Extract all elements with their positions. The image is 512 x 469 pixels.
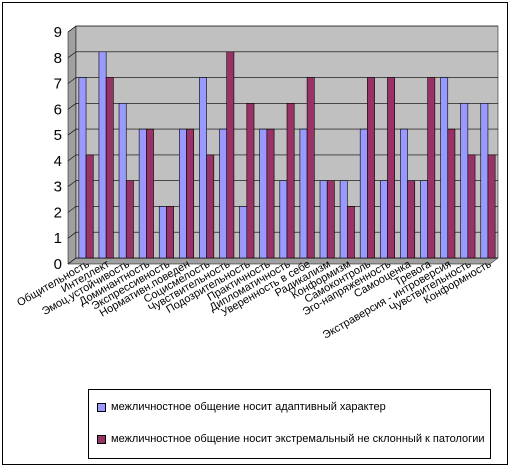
gridline-6: [67, 103, 498, 110]
bar-extreme: [467, 154, 476, 259]
gridline-0: [67, 257, 498, 265]
bar-adaptive: [199, 77, 207, 259]
gridline-9: [67, 25, 498, 33]
bar-adaptive: [239, 206, 248, 259]
bar-adaptive: [299, 128, 308, 259]
bar-adaptive: [319, 180, 328, 259]
bar-extreme: [447, 128, 456, 259]
gridline-4: [67, 154, 498, 162]
bar-extreme: [346, 206, 355, 259]
y-tick-label: 8: [54, 50, 62, 67]
bar-extreme: [306, 77, 315, 259]
bar-adaptive: [279, 180, 288, 259]
bar-extreme: [286, 103, 295, 259]
legend-swatch-extreme: [97, 434, 106, 444]
bar-adaptive: [179, 128, 187, 259]
legend-swatch-adaptive: [97, 402, 106, 412]
bar-extreme: [387, 77, 395, 259]
bar-extreme: [326, 180, 335, 259]
y-tick-label: 2: [54, 204, 62, 221]
bar-extreme: [427, 77, 436, 259]
bar-extreme: [407, 180, 416, 259]
bar-adaptive: [118, 103, 127, 259]
gridline-2: [67, 206, 498, 213]
bar-adaptive: [78, 77, 87, 259]
y-tick-label: 4: [54, 153, 62, 170]
legend: межличностное общение носит адаптивный х…: [88, 389, 491, 459]
legend-label-adaptive: межличностное общение носит адаптивный х…: [111, 401, 386, 413]
gridline-8: [67, 51, 498, 59]
y-tick-label: 0: [54, 256, 62, 273]
legend-item-extreme: межличностное общение носит экстремальны…: [97, 433, 484, 445]
bar-adaptive: [138, 128, 147, 259]
bar-extreme: [85, 154, 94, 259]
y-tick-label: 5: [54, 127, 62, 144]
bar-adaptive: [339, 180, 348, 259]
bar-adaptive: [158, 206, 167, 259]
bar-adaptive: [259, 128, 268, 259]
legend-item-adaptive: межличностное общение носит адаптивный х…: [97, 401, 386, 413]
bar-adaptive: [480, 103, 489, 259]
gridline-5: [67, 128, 498, 136]
bar-extreme: [105, 77, 114, 259]
plot-side-wall: [67, 25, 77, 265]
bar-extreme: [367, 77, 375, 259]
bar-adaptive: [219, 128, 228, 259]
bar-extreme: [206, 154, 215, 259]
gridline-3: [67, 180, 498, 187]
bar-extreme: [487, 154, 496, 259]
gridline-7: [67, 77, 498, 84]
legend-label-extreme: межличностное общение носит экстремальны…: [111, 433, 485, 445]
bar-adaptive: [98, 51, 107, 259]
bar-adaptive: [420, 180, 428, 259]
gridline-1: [67, 231, 498, 239]
y-tick-label: 9: [54, 24, 62, 41]
bar-adaptive: [400, 128, 408, 259]
bar-adaptive: [460, 103, 469, 259]
y-tick-label: 3: [54, 179, 62, 196]
y-tick-label: 7: [54, 76, 62, 93]
bar-extreme: [186, 128, 195, 259]
bar-adaptive: [359, 128, 368, 259]
bar-extreme: [226, 51, 235, 259]
bar-extreme: [146, 128, 154, 259]
bar-extreme: [266, 128, 275, 259]
bar-adaptive: [379, 180, 388, 259]
bar-adaptive: [440, 77, 449, 259]
y-tick-label: 1: [54, 230, 62, 247]
y-tick-label: 6: [54, 101, 62, 118]
bar-extreme: [166, 206, 174, 259]
bar-extreme: [125, 180, 134, 259]
bar-extreme: [246, 103, 255, 259]
